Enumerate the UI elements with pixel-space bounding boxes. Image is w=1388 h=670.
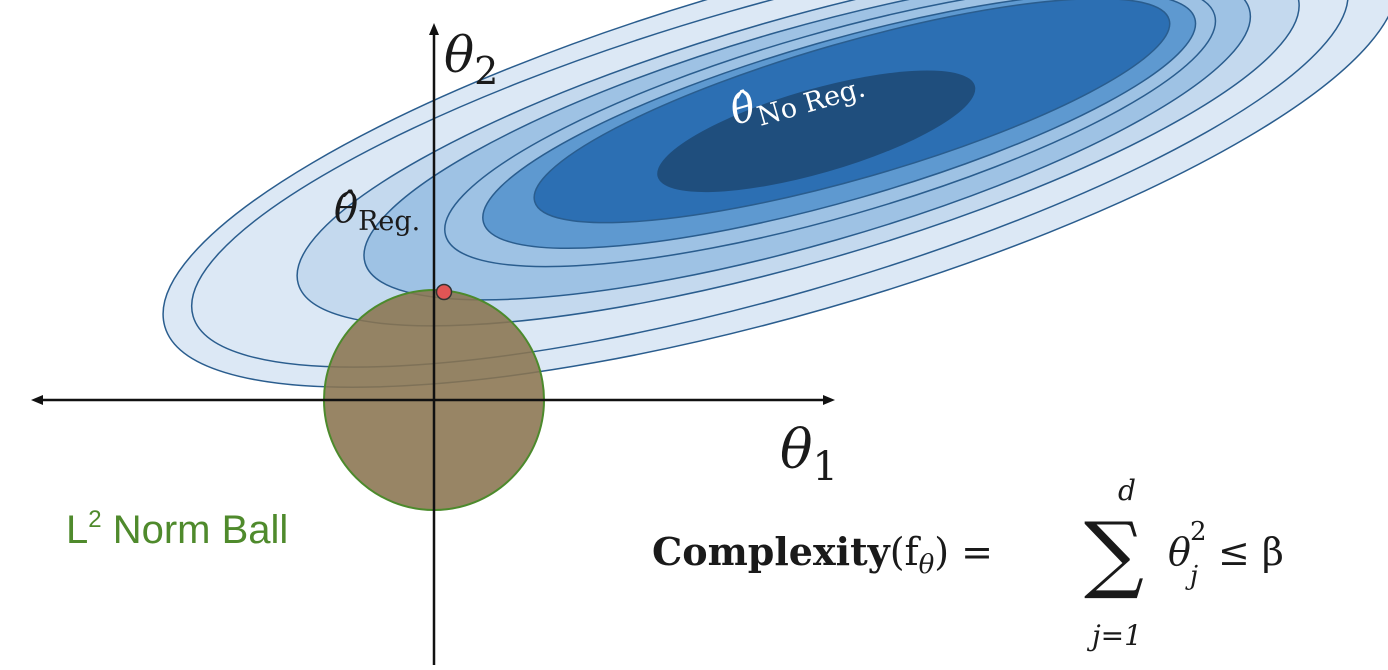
reg-estimate-label: θ̂Reg. — [334, 186, 420, 237]
norm-ball-label: L2 Norm Ball — [66, 506, 288, 552]
formula-sum-lower: j=1 — [1086, 619, 1142, 652]
formula-term-sup: 2 — [1190, 517, 1207, 547]
formula-relation: ≤ β — [1218, 530, 1284, 574]
x-axis-label: θ1 — [780, 418, 838, 490]
y-axis-label: θ2 — [444, 26, 498, 93]
formula-complexity-word: Complexity — [652, 529, 891, 574]
contour-core — [657, 70, 976, 193]
regularized-point — [435, 283, 453, 301]
formula-sum-upper: d — [1118, 474, 1136, 507]
loss-contours — [162, 0, 1388, 388]
svg-text:θ: θ — [1168, 530, 1191, 574]
formula-theta: θ — [1168, 530, 1191, 574]
complexity-formula: Complexity(fθ) = ∑ d j=1 θ 2 j ≤ β — [652, 474, 1284, 652]
svg-text:Complexity(fθ) =: Complexity(fθ) = — [652, 529, 993, 580]
formula-sum-symbol: ∑ — [1084, 504, 1144, 602]
